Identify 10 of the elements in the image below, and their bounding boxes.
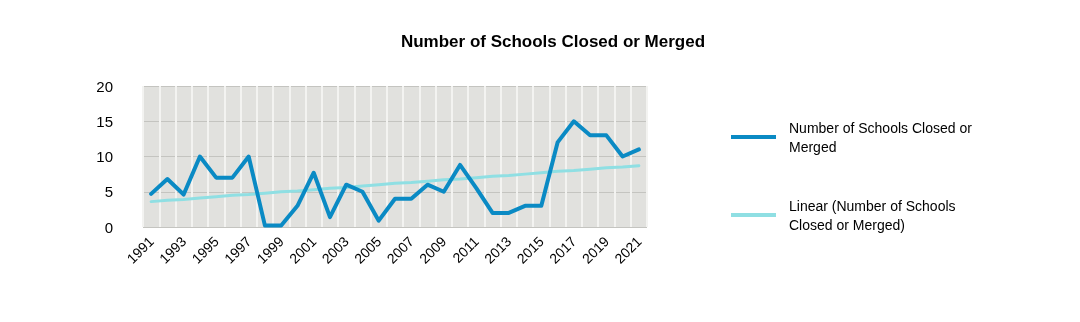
y-tick-label: 5 [104, 183, 113, 201]
line-series [149, 164, 641, 204]
chart-title: Number of Schools Closed or Merged [400, 32, 706, 51]
y-tick-label: 20 [96, 77, 113, 95]
legend-label: Linear (Number of Schools Closed or Merged) [789, 197, 956, 233]
y-tick-label: 0 [104, 218, 113, 236]
line-series [149, 119, 641, 228]
y-tick-label: 15 [96, 112, 113, 130]
legend-label: Number of Schools Closed or Merged [789, 119, 973, 155]
y-tick-label: 10 [96, 148, 113, 165]
